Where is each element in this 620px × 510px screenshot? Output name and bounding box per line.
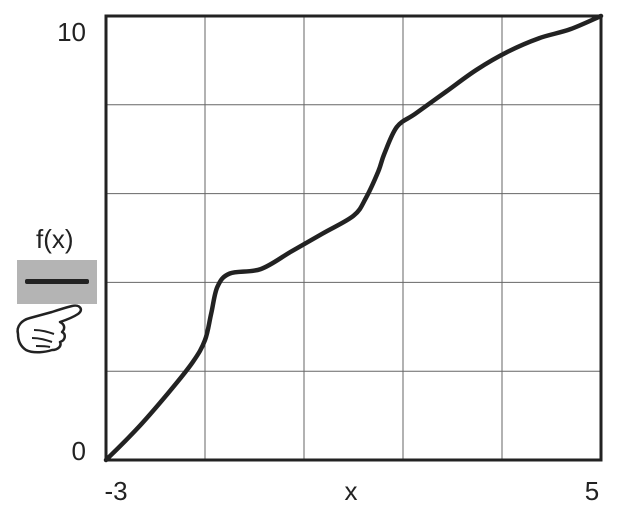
legend-item-f-of-x[interactable] [17, 260, 97, 304]
y-tick-label-0: 0 [72, 436, 86, 466]
series-line-f-of-x [103, 13, 604, 463]
x-tick-label-min: -3 [104, 476, 127, 506]
grid-lines [106, 16, 601, 460]
legend-line-swatch [25, 279, 89, 284]
pointing-hand-icon [16, 304, 83, 354]
x-tick-label-max: 5 [585, 476, 599, 506]
plot-frame [104, 14, 603, 462]
legend-label: f(x) [36, 224, 74, 254]
y-tick-label-10: 10 [57, 17, 86, 47]
x-axis-label: x [345, 476, 358, 506]
